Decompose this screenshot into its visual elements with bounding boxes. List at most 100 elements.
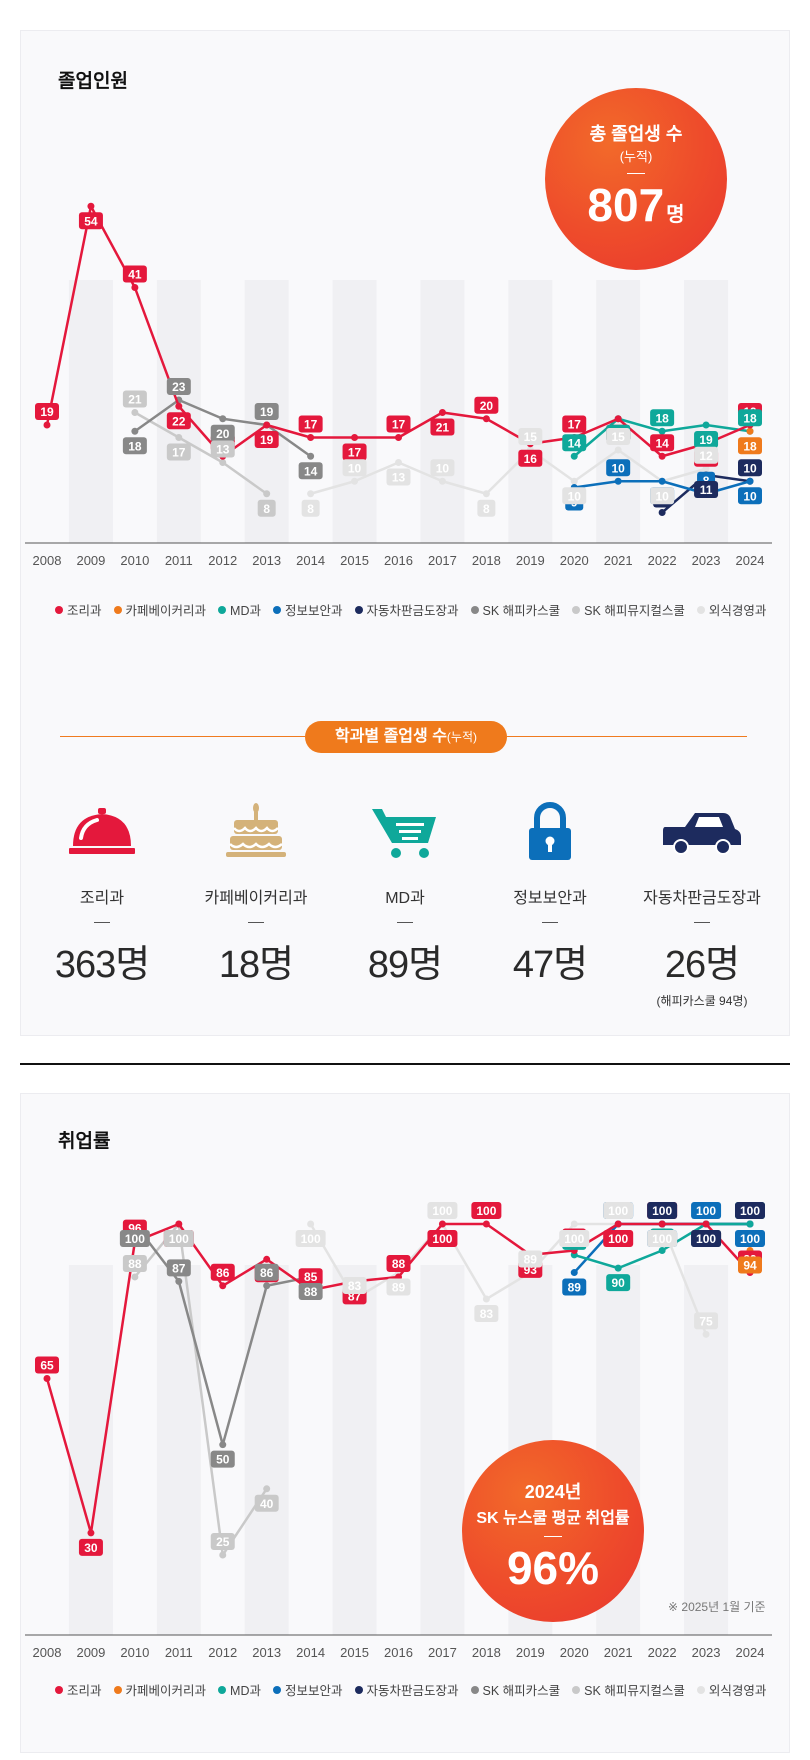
- legend-dot: [696, 605, 705, 614]
- footnote: ※ 2025년 1월 기준: [668, 1600, 766, 1614]
- x-tick-label: 2010: [120, 1645, 149, 1660]
- series-line: [133, 1222, 268, 1557]
- data-label-box: [35, 403, 59, 420]
- cake-icon: [181, 800, 331, 864]
- x-tick-label: 2011: [165, 1645, 193, 1660]
- data-label: 100: [740, 1232, 760, 1246]
- data-label-box: [430, 459, 455, 477]
- legend-item: 자동차판금도장과: [354, 1680, 459, 1699]
- data-label: 100: [125, 1232, 145, 1246]
- data-point: [307, 490, 315, 498]
- data-point: [131, 284, 139, 291]
- data-point: [658, 509, 666, 516]
- data-point: [87, 1529, 95, 1537]
- data-point: [43, 1374, 51, 1382]
- data-label-box: [738, 409, 762, 427]
- data-label: 100: [476, 1204, 496, 1218]
- data-label-box: [254, 1263, 279, 1281]
- data-label: 100: [696, 1232, 716, 1246]
- dept-auto-body-paint: 자동차판금도장과 26명 (해피카스쿨 94명): [627, 800, 777, 1009]
- data-label-box: [427, 1230, 458, 1247]
- column-band: [332, 280, 377, 543]
- x-tick-label: 2023: [692, 553, 721, 568]
- data-label-box: [119, 1230, 150, 1247]
- graduates-title: 졸업인원: [58, 71, 128, 92]
- x-tick-label: 2024: [736, 1645, 765, 1660]
- legend-item: SK 해피카스쿨: [470, 600, 561, 619]
- data-label-box: [518, 428, 543, 445]
- x-tick-label: 2009: [76, 1645, 105, 1660]
- data-label-box: [471, 1202, 502, 1219]
- legend-label: 카페베이커리과: [125, 604, 207, 618]
- data-label-box: [694, 481, 719, 498]
- employment-rate-badge: 2024년 SK 뉴스쿨 평균 취업률 96%: [462, 1440, 644, 1622]
- dept-count: 47명: [512, 944, 588, 986]
- data-label: 11: [700, 483, 713, 497]
- data-point: [614, 446, 622, 454]
- data-label: 25: [216, 1535, 230, 1549]
- dept-name: MD과: [385, 890, 425, 907]
- legend-label: SK 해피카스쿨: [482, 604, 561, 618]
- data-label-box: [210, 1533, 235, 1550]
- dept-md: MD과 89명: [330, 800, 480, 988]
- data-label: 18: [743, 439, 757, 453]
- x-tick-label: 2023: [692, 1645, 721, 1660]
- x-tick-label: 2015: [340, 1645, 369, 1660]
- data-point: [438, 477, 446, 485]
- data-label: 14: [304, 464, 318, 478]
- total-badge-unit: 명: [666, 204, 685, 226]
- data-label-box: [210, 1450, 235, 1468]
- data-label-box: [257, 499, 276, 517]
- data-label-box: [122, 437, 147, 455]
- data-label: 8: [703, 474, 710, 488]
- series-1: [746, 427, 754, 435]
- data-label-box: [430, 418, 455, 436]
- data-point: [658, 427, 666, 435]
- data-label: 14: [568, 436, 582, 450]
- data-point: [219, 1282, 227, 1290]
- car-icon: [627, 800, 777, 864]
- x-tick-label: 2009: [76, 553, 105, 568]
- data-label-box: [122, 390, 147, 408]
- lock-icon: [475, 800, 625, 864]
- data-label-box: [122, 265, 147, 283]
- data-point: [570, 452, 578, 460]
- data-label-box: [298, 415, 323, 433]
- dept-rule-left: [60, 736, 305, 737]
- data-label: 20: [480, 399, 494, 413]
- data-label-box: [78, 1538, 103, 1556]
- series-line: [310, 448, 707, 495]
- data-label: 100: [608, 1232, 628, 1246]
- legend-dot: [572, 605, 581, 614]
- legend-dot: [218, 1685, 227, 1694]
- cloche-icon: [27, 800, 177, 864]
- data-label: 10: [655, 489, 669, 503]
- dept-dash: [694, 922, 710, 923]
- data-label: 18: [743, 411, 757, 425]
- data-label-box: [559, 1230, 590, 1247]
- legend-item: 카페베이커리과: [113, 1680, 206, 1699]
- employment-badge-dash: [544, 1536, 562, 1537]
- data-label: 20: [216, 427, 230, 441]
- data-label: 17: [172, 446, 186, 460]
- data-point: [746, 477, 754, 485]
- data-label: 100: [696, 1204, 716, 1218]
- data-label: 88: [128, 1257, 142, 1271]
- dept-name: 자동차판금도장과: [643, 890, 761, 907]
- data-label-box: [427, 1202, 458, 1219]
- employment-badge-value: 96%: [506, 1542, 600, 1594]
- data-label: 30: [84, 1541, 98, 1555]
- x-tick-label: 2019: [516, 553, 545, 568]
- x-tick-label: 2012: [208, 553, 237, 568]
- x-tick-label: 2013: [252, 1645, 281, 1660]
- legend-dot: [55, 605, 63, 614]
- dept-name: 조리과: [79, 890, 125, 907]
- series-6: [131, 409, 271, 498]
- data-label-box: [694, 446, 719, 464]
- x-tick-label: 2024: [736, 553, 765, 568]
- data-label-box: [474, 396, 499, 414]
- data-label-box: [301, 499, 320, 517]
- dept-note: (해피카스쿨 94명): [656, 994, 748, 1008]
- data-label-box: [254, 1494, 279, 1512]
- legend-label: 자동차판금도장과: [366, 604, 459, 618]
